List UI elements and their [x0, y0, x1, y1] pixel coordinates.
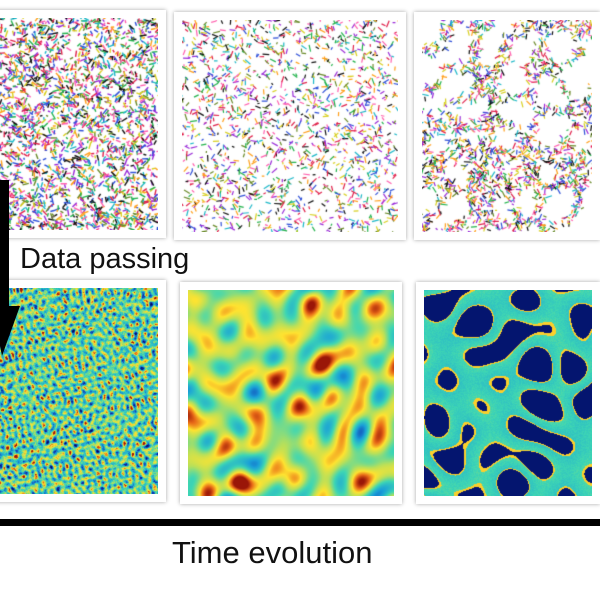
panel-field-early: [0, 280, 166, 502]
density-field-late-image: [424, 290, 592, 496]
panel-particles-early: [0, 10, 166, 238]
particle-network-late-image: [422, 20, 592, 232]
panel-field-late: [416, 282, 600, 504]
particle-network-middle-image: [182, 20, 398, 232]
data-passing-label: Data passing: [20, 243, 190, 275]
panel-field-middle: [180, 282, 402, 504]
particle-network-early-image: [0, 18, 158, 230]
time-evolution-label: Time evolution: [172, 535, 373, 570]
density-field-early-image: [0, 288, 158, 494]
time-evolution-axis: [0, 519, 600, 526]
density-field-middle-image: [188, 290, 394, 496]
panel-particles-late: [414, 12, 600, 240]
data-passing-arrow: [0, 180, 20, 356]
panel-particles-middle: [174, 12, 406, 240]
